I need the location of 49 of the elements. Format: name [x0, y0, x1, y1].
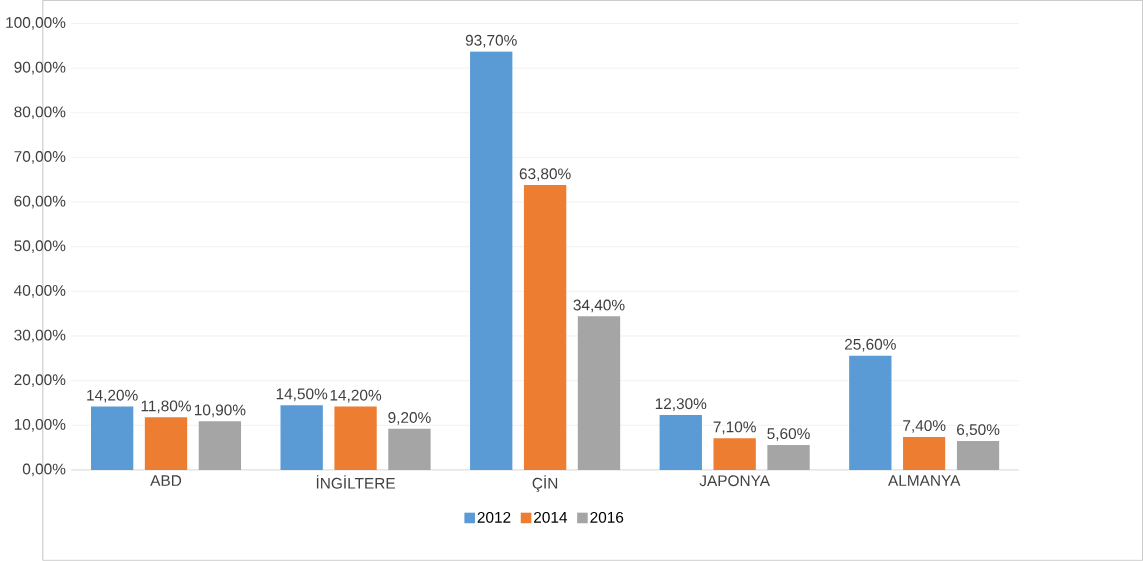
- bar: [334, 406, 377, 471]
- legend-label: 2016: [590, 512, 624, 523]
- data-label: 93,70%: [465, 34, 517, 48]
- bar: [956, 441, 1000, 471]
- bar: [280, 405, 323, 471]
- x-tick-label: JAPONYA: [699, 475, 770, 487]
- bar: [767, 445, 810, 471]
- data-label: 11,80%: [141, 400, 191, 414]
- y-tick-label: 60,00%: [14, 195, 66, 209]
- y-tick-label: 0,00%: [22, 463, 66, 477]
- bar: [903, 437, 946, 471]
- bar: [523, 185, 567, 471]
- data-label: 12,30%: [655, 398, 707, 412]
- data-label: 6,50%: [957, 424, 1000, 437]
- data-label: 14,50%: [276, 388, 328, 402]
- bar: [470, 51, 513, 471]
- data-label: 63,80%: [519, 168, 571, 182]
- y-tick-label: 20,00%: [14, 374, 66, 388]
- y-tick-label: 40,00%: [14, 285, 66, 298]
- bar: [198, 421, 242, 471]
- bar: [577, 316, 621, 471]
- y-tick-label: 90,00%: [14, 61, 66, 75]
- legend-label: 2014: [534, 512, 568, 523]
- bar: [713, 438, 756, 471]
- data-label: 7,10%: [713, 421, 756, 435]
- bar: [144, 417, 188, 471]
- x-tick-label: ÇİN: [532, 475, 558, 492]
- y-tick-label: 50,00%: [14, 240, 66, 254]
- data-label: 14,20%: [87, 389, 138, 403]
- bar: [90, 406, 134, 471]
- legend-label: 2012: [477, 512, 511, 523]
- y-tick-label: 80,00%: [14, 106, 66, 120]
- y-tick-label: 10,00%: [14, 419, 66, 432]
- bar: [849, 355, 892, 471]
- y-tick-label: 30,00%: [14, 329, 66, 343]
- data-label: 25,60%: [844, 339, 896, 352]
- data-label: 34,40%: [573, 299, 625, 313]
- data-label: 5,60%: [767, 428, 810, 441]
- y-tick-label: 100,00%: [6, 17, 66, 30]
- x-tick-label: ALMANYA: [888, 475, 961, 486]
- data-label: 10,90%: [194, 404, 246, 418]
- y-tick-label: 70,00%: [14, 151, 66, 164]
- x-tick-label: İNGİLTERE: [316, 475, 395, 489]
- data-label: 7,40%: [903, 420, 946, 433]
- x-tick-label: ABD: [150, 475, 182, 486]
- bar: [659, 415, 702, 471]
- bar: [388, 428, 431, 471]
- data-label: 9,20%: [388, 412, 431, 425]
- data-label: 14,20%: [330, 389, 382, 403]
